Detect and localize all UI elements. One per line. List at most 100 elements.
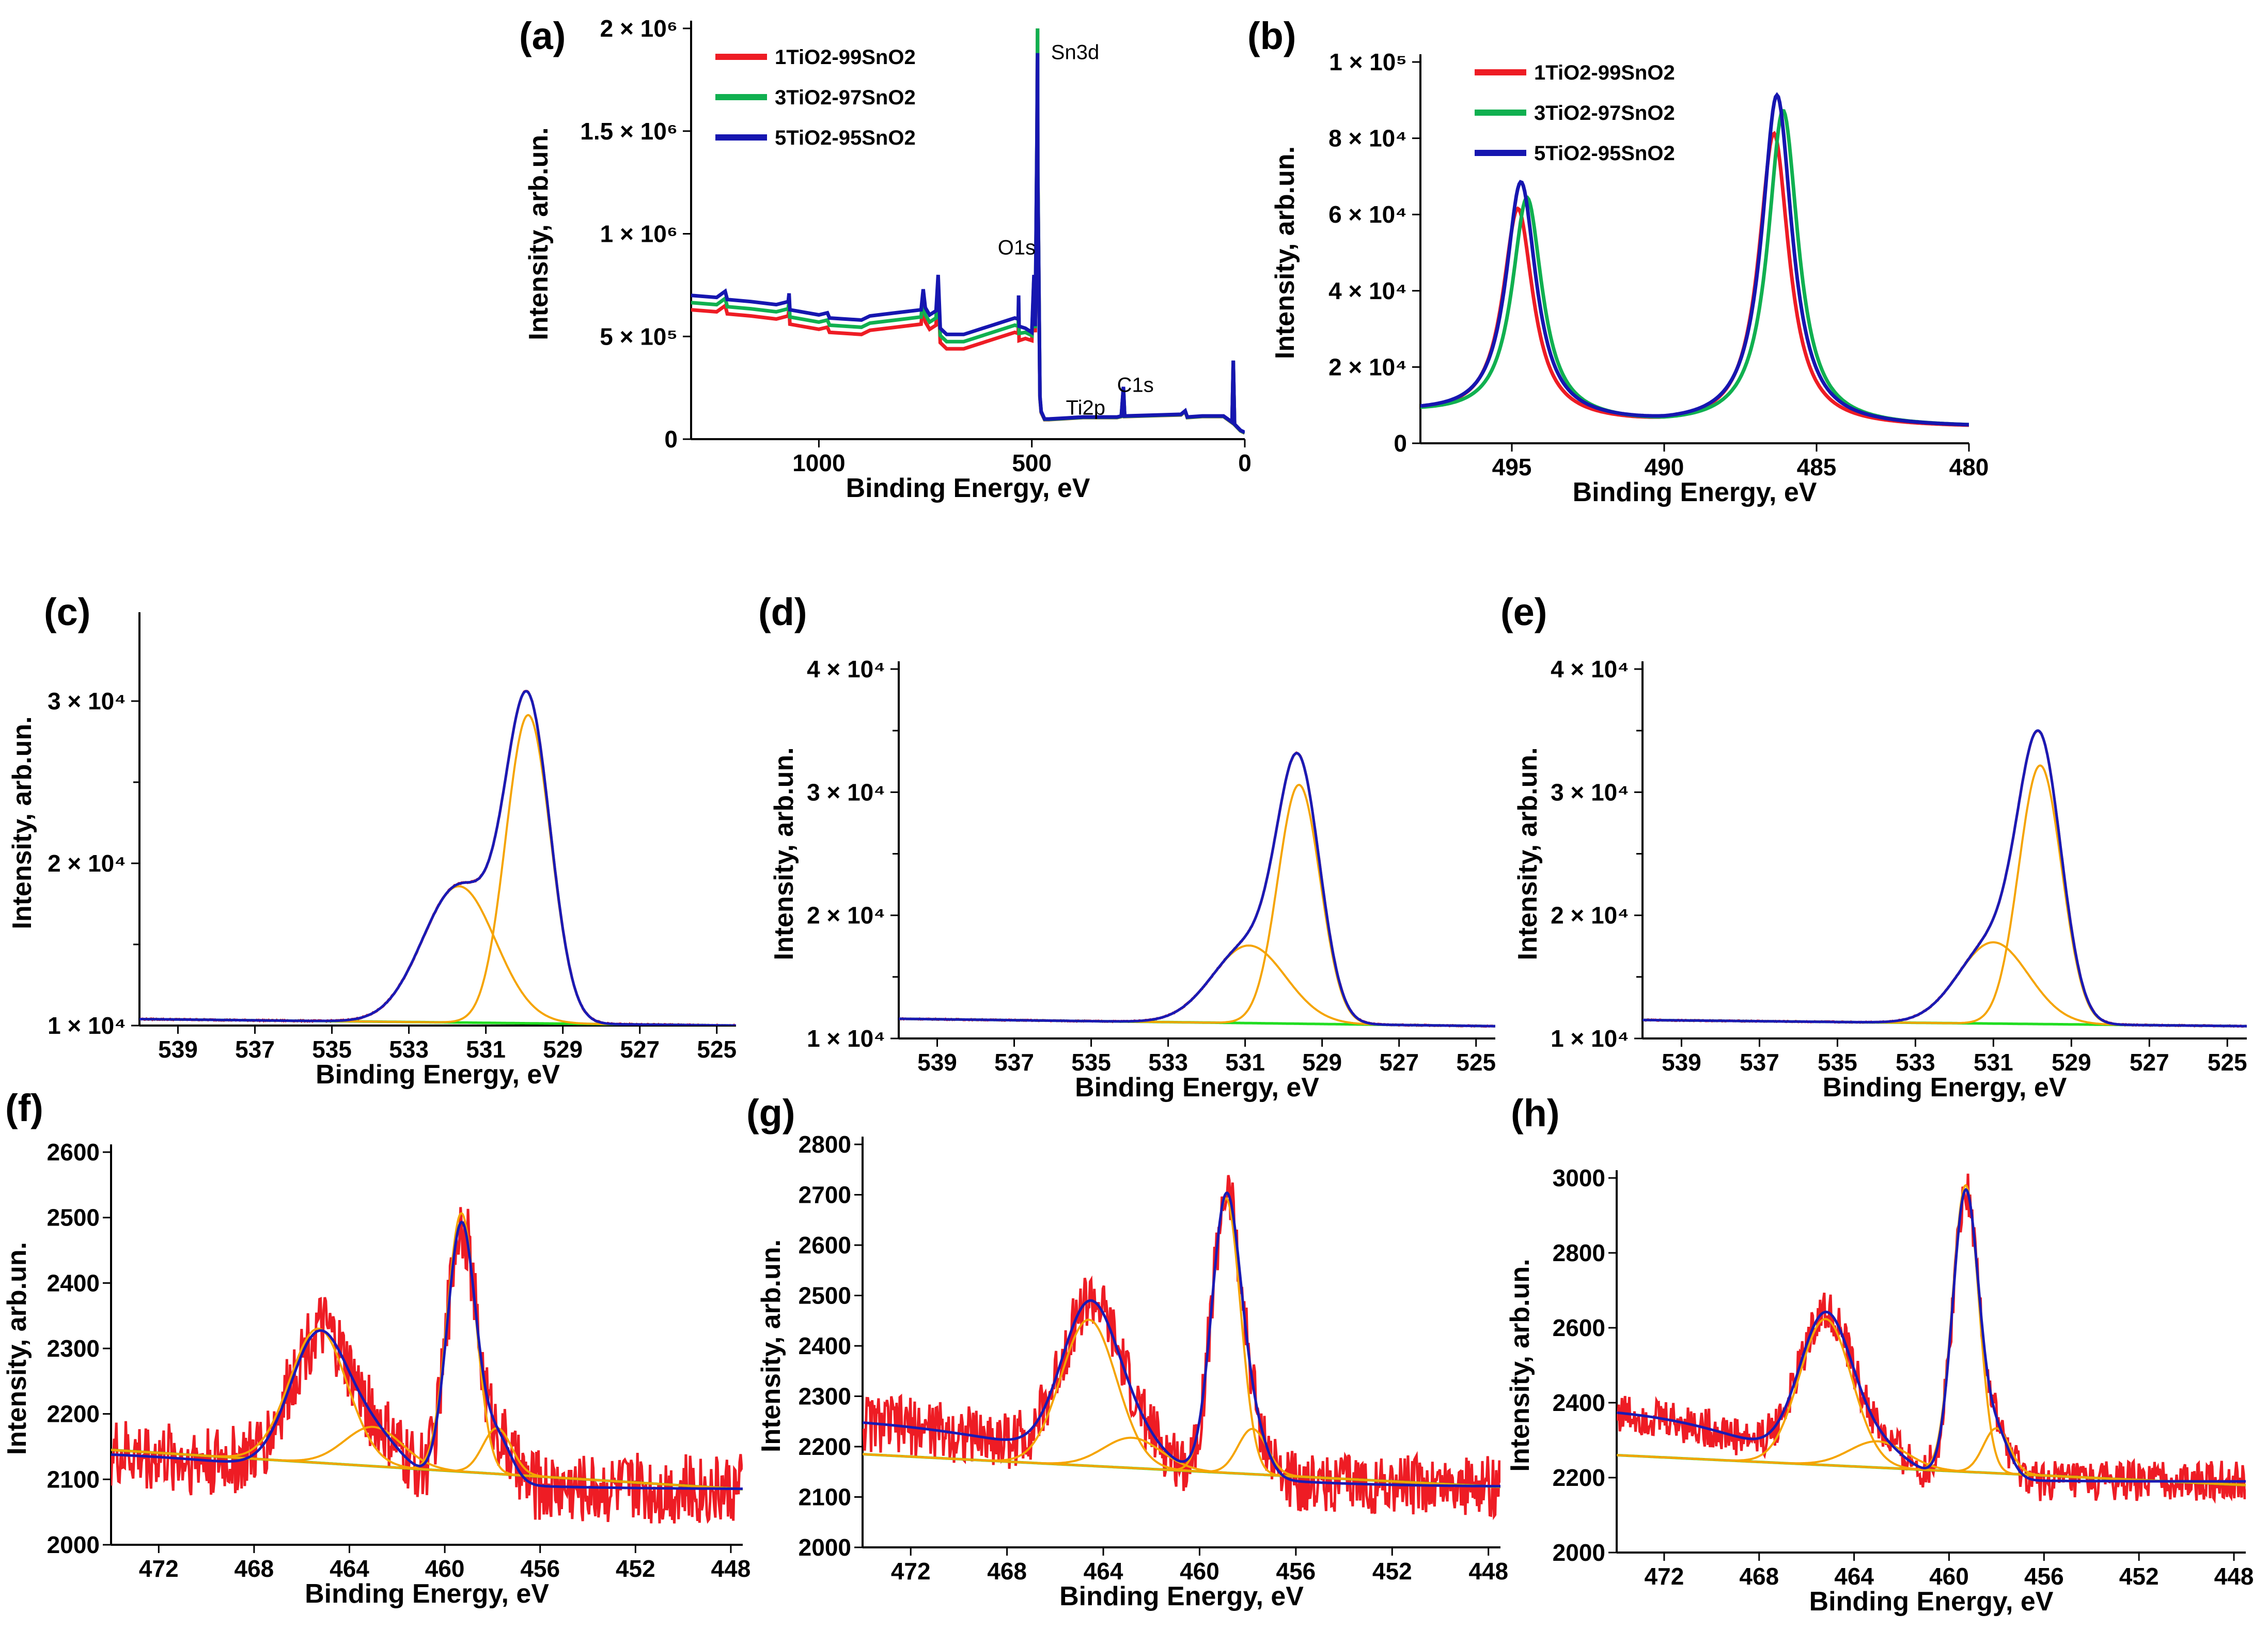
x-tick-label: 525 bbox=[697, 1036, 737, 1063]
x-tick-label: 472 bbox=[139, 1555, 179, 1582]
x-tick-label: 0 bbox=[1238, 449, 1252, 476]
x-tick-label: 490 bbox=[1645, 454, 1684, 480]
plot-area bbox=[899, 751, 1495, 1028]
x-tick-label: 460 bbox=[1180, 1558, 1219, 1585]
experimental-spectrum bbox=[1643, 730, 2247, 1028]
panel-label: (d) bbox=[758, 591, 807, 633]
legend-label: 3TiO2-97SnO2 bbox=[775, 86, 916, 109]
y-tick-label: 0 bbox=[1394, 430, 1407, 457]
y-axis-title: Intensity, arb.un. bbox=[756, 1239, 786, 1452]
plot-area bbox=[1643, 729, 2247, 1028]
panel-d: (d) 539 537 535 533 531 529 527 525 1 × 10⁴ 2 × 10… bbox=[758, 591, 1496, 1103]
legend-label: 3TiO2-97SnO2 bbox=[1534, 102, 1675, 125]
y-tick-label: 3000 bbox=[1553, 1165, 1605, 1191]
panel-b: (b) 495 490 485 480 0 2 × 10⁴ 4 × 10⁴ 6 × 10⁴ 8 ×… bbox=[1247, 14, 1989, 507]
fit-envelope bbox=[139, 690, 736, 1026]
x-tick-label: 495 bbox=[1492, 454, 1532, 480]
legend-label: 1TiO2-99SnO2 bbox=[775, 46, 916, 69]
y-tick-label: 3 × 10⁴ bbox=[807, 779, 885, 805]
y-tick-label: 1.5 × 10⁶ bbox=[580, 118, 678, 145]
y-tick-label: 2 × 10⁴ bbox=[1551, 902, 1629, 929]
fit-component-1 bbox=[1643, 941, 2247, 1028]
y-tick-label: 2200 bbox=[47, 1401, 100, 1428]
x-tick-label: 485 bbox=[1797, 454, 1837, 480]
survey-line-1TiO2-99SnO2 bbox=[691, 28, 1245, 435]
y-tick-label: 4 × 10⁴ bbox=[1328, 277, 1407, 304]
x-tick-label: 529 bbox=[2052, 1049, 2091, 1076]
panel-label: (f) bbox=[5, 1087, 43, 1129]
x-tick-label: 531 bbox=[1974, 1049, 2013, 1076]
x-tick-label: 531 bbox=[466, 1036, 506, 1063]
survey-line-5TiO2-95SnO2 bbox=[691, 53, 1245, 435]
x-tick-label: 539 bbox=[158, 1036, 198, 1063]
x-axis-title: Binding Energy, eV bbox=[1823, 1073, 2067, 1103]
y-tick-label: 8 × 10⁴ bbox=[1328, 125, 1407, 152]
fit-component-1 bbox=[899, 944, 1495, 1028]
y-tick-label: 2500 bbox=[799, 1282, 851, 1309]
x-tick-label: 537 bbox=[994, 1049, 1034, 1076]
y-tick-label: 2100 bbox=[799, 1484, 851, 1511]
x-tick-label: 527 bbox=[1379, 1049, 1419, 1076]
y-tick-label: 2400 bbox=[1553, 1389, 1605, 1416]
peak-annotation-sn3d: Sn3d bbox=[1051, 41, 1099, 64]
y-tick-label: 4 × 10⁴ bbox=[807, 656, 885, 682]
x-tick-label: 533 bbox=[1148, 1049, 1188, 1076]
y-axis-title: Intensity, arb.un. bbox=[7, 716, 37, 929]
x-tick-label: 460 bbox=[1929, 1563, 1969, 1590]
x-axis-title: Binding Energy, eV bbox=[305, 1579, 549, 1609]
y-axis-title: Intensity, arb.un. bbox=[1505, 1259, 1535, 1471]
plot-area bbox=[863, 1175, 1500, 1521]
x-tick-label: 468 bbox=[1739, 1563, 1779, 1590]
fit-component-4 bbox=[111, 1427, 743, 1491]
panel-f: (f) 472 468 464 460 456 452 448 2000 2100 2200 2300… bbox=[2, 1087, 750, 1609]
panel-label: (b) bbox=[1247, 14, 1296, 57]
y-tick-label: 1 × 10⁴ bbox=[1551, 1025, 1629, 1052]
y-tick-label: 2500 bbox=[47, 1204, 100, 1231]
panel-label: (a) bbox=[519, 14, 566, 57]
y-axis-title: Intensity, arb.un. bbox=[1270, 146, 1300, 359]
x-tick-label: 529 bbox=[543, 1036, 583, 1063]
y-tick-label: 0 bbox=[664, 426, 678, 453]
y-axis-title: Intensity, arb.un. bbox=[769, 747, 799, 960]
y-tick-label: 2200 bbox=[1553, 1464, 1605, 1491]
y-axis-title: Intensity, arb.un. bbox=[2, 1242, 32, 1455]
x-tick-label: 533 bbox=[389, 1036, 429, 1063]
panel-label: (e) bbox=[1500, 591, 1547, 633]
legend-label: 5TiO2-95SnO2 bbox=[1534, 142, 1675, 165]
plot-area bbox=[111, 1207, 743, 1524]
y-tick-label: 2100 bbox=[47, 1466, 100, 1493]
y-tick-label: 2400 bbox=[799, 1332, 851, 1359]
x-tick-label: 1000 bbox=[792, 449, 845, 476]
y-tick-label: 2600 bbox=[799, 1232, 851, 1259]
panel-label: (h) bbox=[1511, 1092, 1560, 1135]
experimental-spectrum bbox=[863, 1175, 1500, 1521]
x-tick-label: 539 bbox=[1662, 1049, 1701, 1076]
x-tick-label: 531 bbox=[1225, 1049, 1265, 1076]
legend-label: 1TiO2-99SnO2 bbox=[1534, 61, 1675, 84]
x-tick-label: 533 bbox=[1896, 1049, 1935, 1076]
panel-label: (c) bbox=[44, 591, 90, 633]
y-tick-label: 2300 bbox=[47, 1335, 100, 1362]
panel-h: (h) 472 468 464 460 456 452 448 2000 2200 2400 2600… bbox=[1505, 1092, 2254, 1617]
y-tick-label: 2300 bbox=[799, 1383, 851, 1410]
fit-envelope bbox=[1617, 1188, 2246, 1483]
y-tick-label: 2600 bbox=[47, 1139, 100, 1166]
y-tick-label: 2000 bbox=[1553, 1539, 1605, 1566]
x-tick-label: 525 bbox=[2208, 1049, 2247, 1076]
panel-a: (a) 1000 500 0 0 5 × 10⁵ 1 × 10⁶ 1.5 × 10⁶ 2 × 1… bbox=[519, 14, 1252, 503]
panel-c: (c) 539 537 535 533 531 529 527 525 1 × 10⁴ 2 × 10… bbox=[7, 591, 737, 1090]
x-tick-label: 529 bbox=[1302, 1049, 1342, 1076]
x-tick-label: 448 bbox=[711, 1555, 751, 1582]
fit-component-4 bbox=[863, 1428, 1500, 1488]
x-tick-label: 452 bbox=[616, 1555, 655, 1582]
plot-area bbox=[1420, 92, 1969, 427]
x-tick-label: 456 bbox=[520, 1555, 560, 1582]
x-tick-label: 456 bbox=[2024, 1563, 2064, 1590]
y-tick-label: 6 × 10⁴ bbox=[1328, 201, 1407, 228]
peak-annotation-c1s: C1s bbox=[1117, 374, 1154, 397]
x-tick-label: 472 bbox=[1645, 1563, 1684, 1590]
y-tick-label: 5 × 10⁵ bbox=[600, 323, 678, 350]
x-tick-label: 452 bbox=[2119, 1563, 2159, 1590]
x-axis-title: Binding Energy, eV bbox=[846, 473, 1090, 503]
